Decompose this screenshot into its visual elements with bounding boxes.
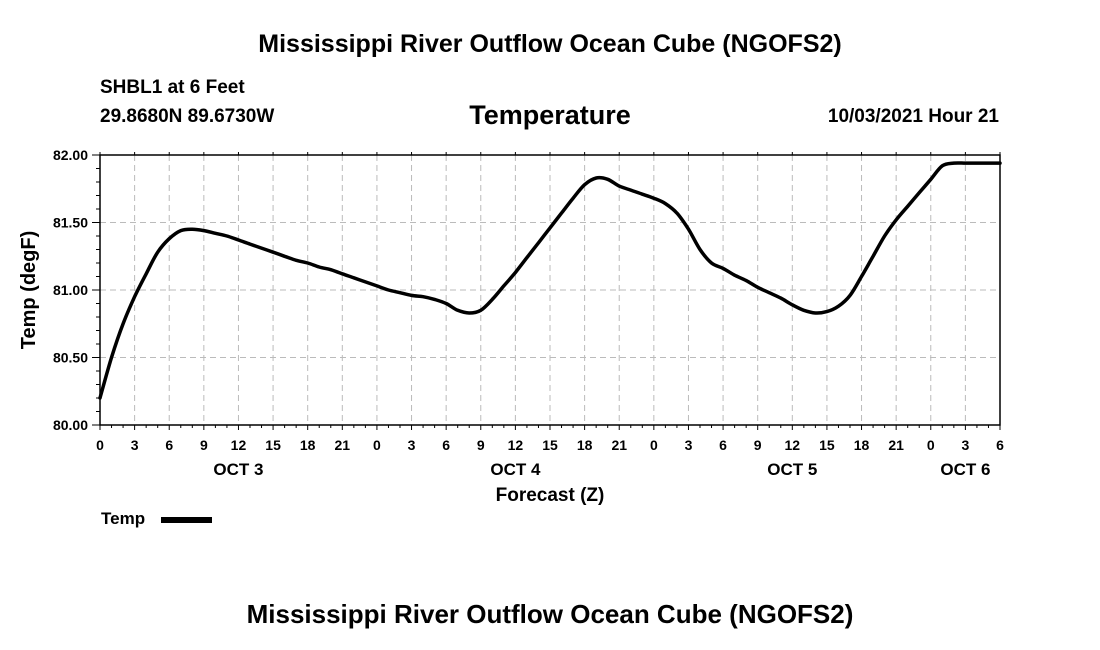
y-tick-label: 81.50: [53, 215, 88, 231]
chart-ticks: [92, 152, 1001, 430]
legend-label: Temp: [101, 509, 146, 528]
forecast-datetime: 10/03/2021 Hour 21: [827, 106, 999, 127]
x-tick-label: 0: [96, 437, 104, 453]
footer-title: Mississippi River Outflow Ocean Cube (NG…: [246, 599, 854, 629]
x-tick-label: 12: [785, 437, 801, 453]
x-tick-label: 18: [577, 437, 593, 453]
y-axis-title: Temp (degF): [18, 231, 40, 350]
x-tick-label: 21: [611, 437, 627, 453]
variable-title: Temperature: [469, 100, 631, 130]
y-tick-label: 80.50: [53, 350, 88, 366]
x-tick-label: 18: [854, 437, 870, 453]
x-day-label: OCT 4: [490, 460, 541, 479]
x-axis-title: Forecast (Z): [496, 485, 605, 506]
x-tick-label: 0: [927, 437, 935, 453]
x-tick-label: 6: [165, 437, 173, 453]
x-day-label: OCT 3: [213, 460, 263, 479]
chart-title: Mississippi River Outflow Ocean Cube (NG…: [258, 30, 842, 58]
x-tick-label: 12: [508, 437, 524, 453]
y-tick-label: 81.00: [53, 282, 88, 298]
x-tick-label: 21: [888, 437, 904, 453]
x-tick-label: 0: [373, 437, 381, 453]
x-tick-label: 15: [542, 437, 558, 453]
chart-grid: [100, 155, 1000, 425]
x-tick-label: 3: [685, 437, 693, 453]
x-day-label: OCT 5: [767, 460, 817, 479]
x-tick-label: 6: [996, 437, 1004, 453]
chart-labels: 0 3 6 9 12 15 18 21 0 3 6 9 12 15 18 21 0 3 6 9 12 15 18 21 0 3 6 8…: [18, 147, 1004, 506]
x-tick-label: 9: [200, 437, 208, 453]
x-tick-label: 3: [408, 437, 416, 453]
y-tick-label: 80.00: [53, 417, 88, 433]
x-tick-label: 15: [265, 437, 281, 453]
series-line-temp: [98, 161, 1002, 400]
legend-line-swatch: [161, 517, 212, 523]
x-day-label: OCT 6: [940, 460, 990, 479]
x-tick-label: 3: [131, 437, 139, 453]
x-tick-label: 18: [300, 437, 316, 453]
x-tick-label: 15: [819, 437, 835, 453]
x-tick-label: 6: [442, 437, 450, 453]
x-tick-label: 3: [961, 437, 969, 453]
plot-frame: [99, 154, 1001, 426]
x-tick-label: 6: [719, 437, 727, 453]
x-tick-label: 0: [650, 437, 658, 453]
y-tick-label: 82.00: [53, 147, 88, 163]
x-tick-label: 12: [231, 437, 247, 453]
x-tick-label: 21: [335, 437, 351, 453]
station-label: SHBL1 at 6 Feet: [100, 77, 245, 98]
chart-series: [98, 161, 1002, 400]
station-coordinates: 29.8680N 89.6730W: [100, 106, 275, 127]
x-tick-label: 9: [477, 437, 485, 453]
x-tick-label: 9: [754, 437, 762, 453]
